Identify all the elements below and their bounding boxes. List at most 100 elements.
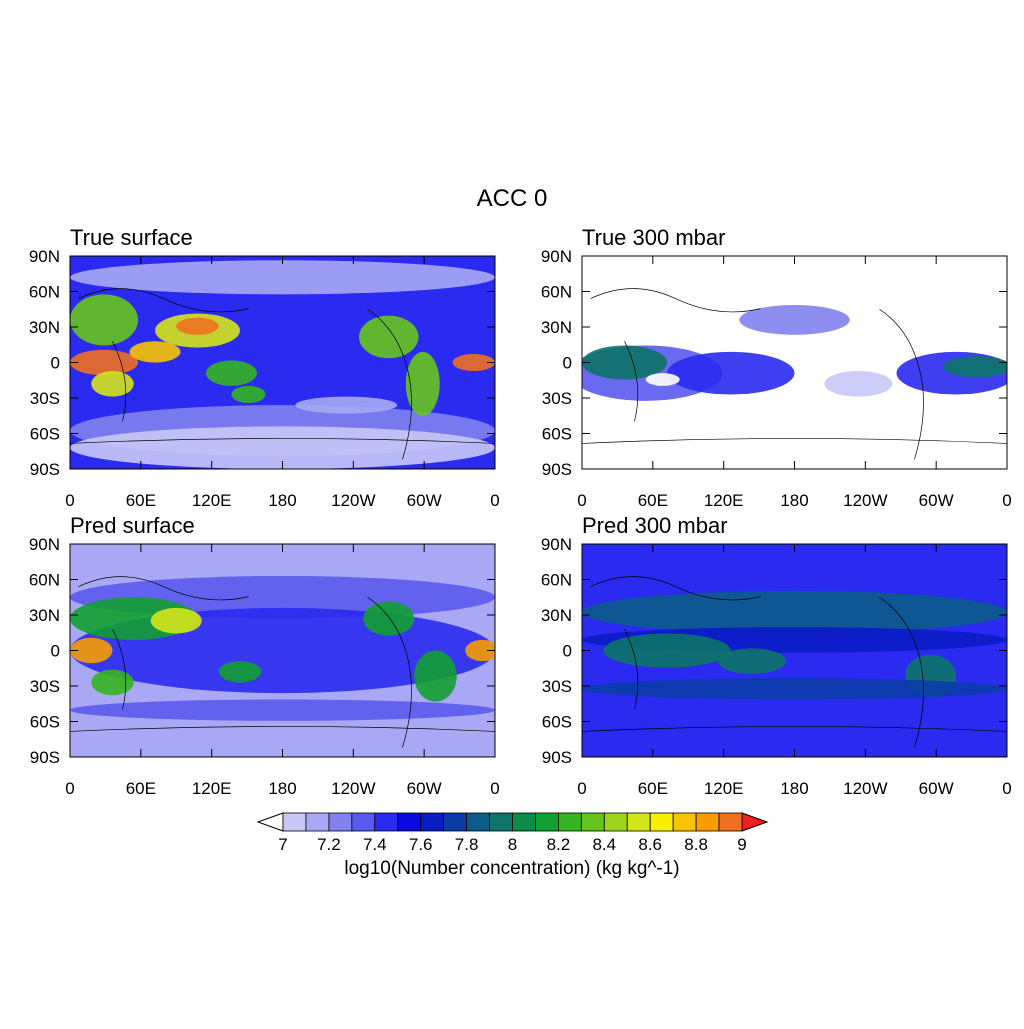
field-region	[231, 385, 266, 403]
colorbar-label: log10(Number concentration) (kg kg^-1)	[344, 858, 679, 879]
lon-label: 0	[65, 779, 74, 798]
colorbar-over	[741, 812, 769, 832]
lat-label: 90S	[30, 460, 60, 479]
lon-label: 0	[577, 779, 586, 798]
field-region	[70, 349, 138, 376]
map-field	[70, 544, 495, 757]
lat-label: 0	[51, 642, 60, 661]
field-region	[91, 371, 134, 397]
lon-label: 60E	[638, 491, 668, 510]
lon-label: 60E	[126, 779, 156, 798]
field-region	[359, 315, 419, 359]
colorbar-tick-label: 8.6	[638, 835, 662, 854]
colorbar-tick-label: 8	[508, 835, 517, 854]
field-region	[414, 650, 457, 702]
map-field	[70, 256, 495, 469]
field-region	[206, 360, 257, 386]
colorbar-tick-label: 7	[278, 835, 287, 854]
colorbar-tick-label: 9	[737, 835, 746, 854]
lon-label: 0	[490, 779, 499, 798]
lon-label: 60W	[407, 491, 442, 510]
lat-label: 30S	[30, 677, 60, 696]
lon-label: 180	[780, 491, 808, 510]
colorbar-box	[282, 812, 307, 832]
lat-label: 60N	[29, 283, 60, 302]
lat-label: 60N	[541, 283, 572, 302]
field-region	[718, 648, 786, 674]
lon-label: 0	[1002, 491, 1011, 510]
colorbar-box	[466, 812, 490, 832]
field-region	[129, 341, 181, 363]
lon-label: 60W	[407, 779, 442, 798]
lon-label: 120E	[704, 491, 744, 510]
lat-label: 60N	[541, 571, 572, 590]
lon-label: 0	[577, 491, 586, 510]
colorbar-box	[397, 812, 422, 832]
lon-label: 180	[780, 779, 808, 798]
coastline	[70, 576, 495, 748]
colorbar-tick-label: 8.2	[547, 835, 571, 854]
lat-label: 60S	[542, 425, 572, 444]
lat-label: 0	[563, 642, 572, 661]
colorbar-box	[558, 812, 582, 832]
lat-label: 90S	[542, 460, 572, 479]
field-region	[91, 669, 134, 696]
colorbar-box	[718, 812, 743, 832]
colorbar-box	[489, 812, 513, 832]
field-region	[363, 601, 415, 636]
lon-label: 120W	[843, 491, 887, 510]
field-region	[70, 294, 138, 346]
colorbar-box	[535, 812, 559, 832]
lat-label: 90N	[541, 247, 572, 266]
figure-title: ACC 0	[477, 185, 548, 212]
field-region	[176, 317, 219, 335]
lon-label: 60W	[919, 779, 954, 798]
coastline	[70, 288, 495, 460]
colorbar-box	[603, 812, 628, 832]
colorbar-tick-label: 7.6	[409, 835, 433, 854]
lat-label: 30S	[30, 389, 60, 408]
lat-label: 30N	[541, 318, 572, 337]
lat-label: 90S	[30, 748, 60, 767]
lon-label: 0	[1002, 779, 1011, 798]
lon-label: 120W	[843, 779, 887, 798]
colorbar-box	[305, 812, 330, 832]
colorbar-under	[256, 812, 284, 832]
panel-title: True surface	[70, 225, 193, 250]
lat-label: 90N	[541, 535, 572, 554]
colorbar-box	[374, 812, 399, 832]
lat-label: 90N	[29, 535, 60, 554]
lat-label: 90S	[542, 748, 572, 767]
panel-title: True 300 mbar	[582, 225, 725, 250]
field-region	[70, 260, 495, 295]
field-region	[824, 371, 893, 397]
field-region	[582, 590, 1007, 634]
coastline	[582, 576, 1007, 748]
colorbar-tick-label: 7.8	[455, 835, 479, 854]
lon-label: 60E	[638, 779, 668, 798]
field-region	[70, 426, 495, 469]
field-region	[452, 353, 495, 372]
lat-label: 30N	[29, 606, 60, 625]
lon-label: 120W	[331, 779, 375, 798]
lon-label: 60E	[126, 491, 156, 510]
colorbar-box	[580, 812, 605, 832]
panel-title: Pred surface	[70, 513, 195, 538]
field-region	[150, 607, 202, 634]
lon-label: 60W	[919, 491, 954, 510]
lat-label: 30N	[541, 606, 572, 625]
lat-label: 0	[563, 354, 572, 373]
lat-label: 60S	[542, 713, 572, 732]
colorbar-tick-label: 7.2	[317, 835, 341, 854]
lat-label: 30N	[29, 318, 60, 337]
field-region	[70, 699, 495, 721]
lon-label: 0	[490, 491, 499, 510]
lat-label: 90N	[29, 247, 60, 266]
colorbar-box	[626, 812, 651, 832]
map-field	[582, 256, 1007, 469]
field-region	[943, 356, 1007, 378]
field-region	[603, 633, 731, 668]
colorbar-box	[420, 812, 445, 832]
